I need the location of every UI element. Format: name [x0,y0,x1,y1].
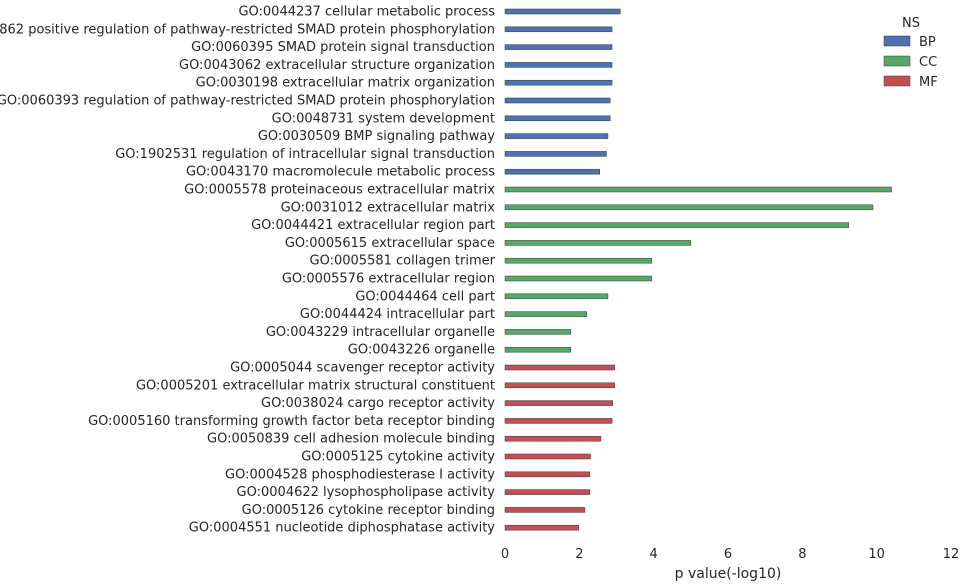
x-tick-label: 10 [868,547,885,562]
category-label: GO:0005615 extracellular space [285,236,495,251]
x-tick-label: 12 [943,547,960,562]
bar-bp [504,79,613,86]
bars-layer [504,8,892,531]
legend-items: BP CC MF [883,35,938,90]
bar-cc [504,240,692,246]
bar-cc [504,329,572,335]
category-label: GO:0043229 intracellular organelle [266,325,495,340]
legend-label-bp: BP [919,35,936,50]
category-label: GO:0043226 organelle [348,343,495,358]
bar-bp [504,97,611,104]
category-labels-layer: GO:0044237 cellular metabolic process GO:… [0,5,496,536]
legend-swatch-mf [883,75,911,87]
legend-title: NS [902,16,920,31]
category-label: GO:0044424 intracellular part [300,307,495,322]
bar-bp [504,151,607,157]
bar-mf [504,418,613,424]
bar-mf [504,524,579,531]
x-tick-labels-layer: 0 2 4 6 8 10 12 [501,547,959,562]
category-label: GO:0005044 scavenger receptor activity [230,361,495,376]
category-label: GO:0005578 proteinaceous extracellular m… [184,183,495,198]
bar-cc [504,204,874,211]
bar-bp [504,115,611,122]
category-label: GO:0005576 extracellular region [282,272,495,287]
bar-mf [504,382,615,389]
category-label: GO:0060393 regulation of pathway-restric… [0,94,495,109]
x-axis-title: p value(-log10) [675,566,782,582]
bar-bp [504,168,601,175]
category-label: GO:0005201 extracellular matrix structur… [136,378,495,393]
bar-mf [504,507,586,513]
bar-mf [504,471,590,478]
category-label: GO:0004528 phosphodiesterase I activity [225,467,495,482]
x-tick-label: 2 [575,547,583,562]
x-tick-label: 6 [724,547,732,562]
bar-bp [504,44,613,50]
legend-label-mf: MF [919,75,938,90]
category-label: GO:0010862 positive regulation of pathwa… [0,22,495,37]
category-label: GO:0044421 extracellular region part [251,218,495,233]
x-tick-label: 8 [798,547,806,562]
category-label: GO:0043170 macromolecule metabolic proce… [186,165,495,180]
bar-bp [504,26,613,33]
category-label: GO:0038024 cargo receptor activity [261,396,495,411]
bar-bp [504,133,609,139]
category-label: GO:0004622 lysophospholipase activity [237,485,496,500]
bar-cc [504,257,653,264]
category-label: GO:0048731 system development [272,111,495,126]
x-tick-label: 4 [650,547,658,562]
bar-mf [504,453,591,460]
category-label: GO:0005125 cytokine activity [301,450,495,465]
category-label: GO:0031012 extracellular matrix [281,200,496,215]
category-label: GO:0050839 cell adhesion molecule bindin… [207,432,495,447]
category-label: GO:0030509 BMP signaling pathway [258,129,495,144]
bar-cc [504,311,588,317]
bar-mf [504,400,614,406]
bar-mf [504,435,602,442]
category-label: GO:0005581 collagen trimer [310,254,496,269]
category-label: GO:0060395 SMAD protein signal transduct… [191,40,495,55]
category-label: GO:0005160 transforming growth factor be… [88,414,495,429]
category-label: GO:0044237 cellular metabolic process [238,5,495,20]
legend-label-cc: CC [919,55,937,70]
category-label: GO:0030198 extracellular matrix organiza… [196,76,495,91]
bar-cc [504,346,572,353]
bar-cc [504,186,892,193]
legend-swatch-cc [883,55,911,67]
x-tick-label: 0 [501,547,509,562]
category-label: GO:0004551 nucleotide diphosphatase acti… [189,521,495,536]
bar-cc [504,222,850,228]
bar-mf [504,489,590,495]
legend: NS BP CC MF [883,16,938,90]
category-label: GO:0043062 extracellular structure organ… [179,58,495,73]
category-label: GO:0044464 cell part [355,289,495,304]
bar-cc [504,293,609,300]
legend-swatch-bp [883,35,911,47]
bar-bp [504,8,621,15]
category-label: GO:1902531 regulation of intracellular s… [115,147,495,162]
category-label: GO:0005126 cytokine receptor binding [242,503,495,518]
bar-bp [504,62,613,68]
bar-cc [504,275,653,282]
bar-mf [504,364,615,371]
